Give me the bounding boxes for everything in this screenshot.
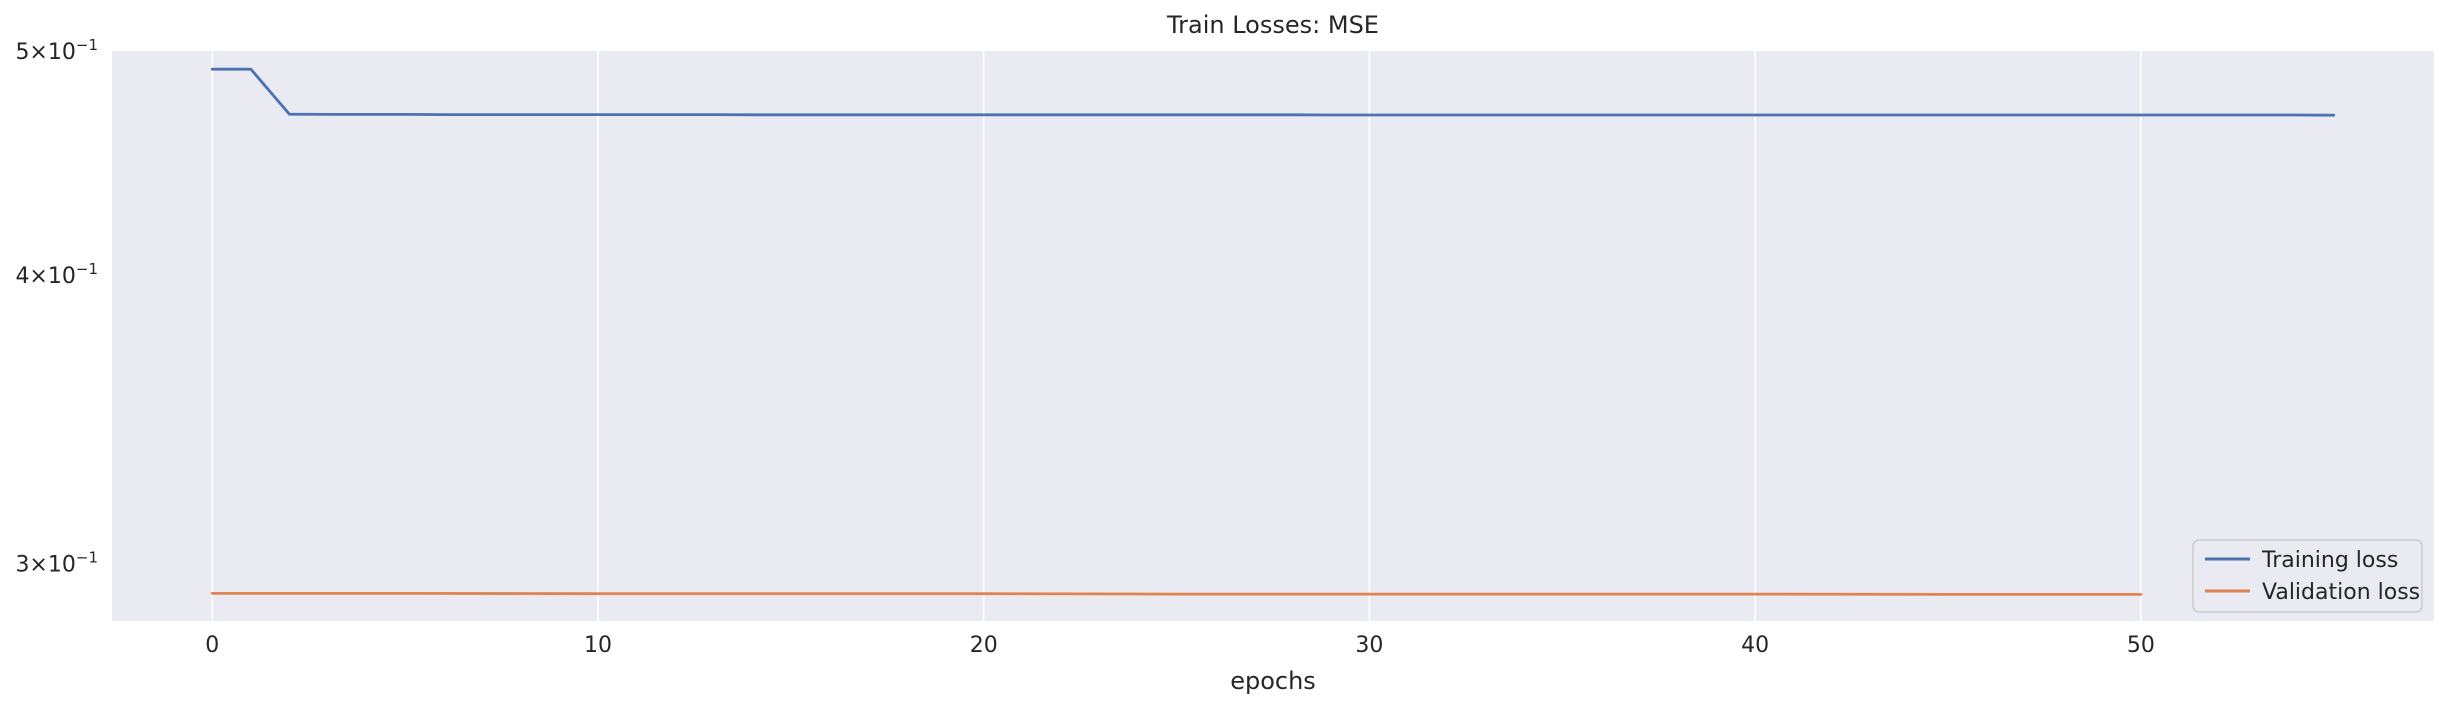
legend-label-validation-loss: Validation loss [2262, 580, 2420, 605]
series-layer [210, 67, 2336, 596]
plot-area-background [112, 51, 2434, 621]
series-line-training-loss [210, 67, 2336, 117]
x-axis-ticks: 0 10 20 30 40 50 [205, 633, 2155, 658]
y-axis-ticks: 5×10−1 4×10−1 3×10−1 [15, 36, 98, 578]
legend: Training loss Validation loss [2192, 539, 2423, 613]
x-tick-label: 10 [584, 633, 612, 658]
y-tick-label: 5×10−1 [15, 36, 98, 65]
grid-lines [211, 51, 2142, 621]
chart-title: Train Losses: MSE [1166, 11, 1379, 39]
x-axis-label: epochs [1230, 667, 1316, 695]
x-tick-label: 0 [205, 633, 219, 658]
series-line-validation-loss [210, 592, 2143, 596]
y-tick-label: 4×10−1 [15, 260, 98, 289]
legend-label-training-loss: Training loss [2261, 548, 2398, 573]
x-tick-label: 30 [1355, 633, 1383, 658]
x-tick-label: 40 [1741, 633, 1769, 658]
x-tick-label: 50 [2127, 633, 2155, 658]
legend-frame [2192, 539, 2423, 613]
x-tick-label: 20 [970, 633, 998, 658]
y-tick-label: 3×10−1 [15, 549, 98, 578]
